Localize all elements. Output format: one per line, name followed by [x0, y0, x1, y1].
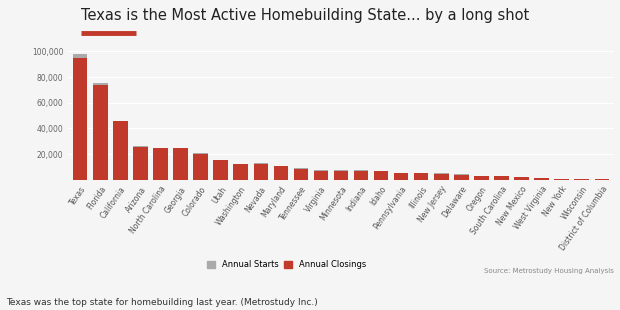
Bar	[434, 173, 448, 180]
Legend: Annual Starts, Annual Closings: Annual Starts, Annual Closings	[203, 257, 370, 273]
Bar	[334, 171, 348, 180]
Bar	[534, 178, 549, 180]
Bar	[234, 164, 248, 180]
Bar	[434, 174, 448, 180]
Bar	[254, 164, 268, 180]
Bar	[414, 173, 428, 180]
Bar	[354, 170, 368, 180]
Bar	[494, 176, 508, 180]
Bar	[334, 170, 348, 180]
Bar	[494, 176, 508, 180]
Bar	[133, 146, 148, 180]
Bar	[193, 153, 208, 180]
Bar	[314, 170, 328, 180]
Bar	[294, 168, 308, 180]
Text: Texas was the top state for homebuilding last year. (Metrostudy Inc.): Texas was the top state for homebuilding…	[6, 298, 318, 307]
Bar	[254, 163, 268, 180]
Bar	[234, 164, 248, 180]
Bar	[174, 148, 188, 180]
Text: Source: Metrostudy Housing Analysis: Source: Metrostudy Housing Analysis	[484, 268, 614, 274]
Bar	[374, 171, 388, 180]
Bar	[554, 179, 569, 180]
Bar	[454, 174, 469, 180]
Bar	[414, 173, 428, 180]
Bar	[595, 179, 609, 180]
Bar	[73, 58, 87, 180]
Bar	[515, 177, 529, 180]
Bar	[213, 161, 228, 180]
Bar	[554, 179, 569, 180]
Bar	[454, 175, 469, 180]
Bar	[93, 83, 107, 180]
Bar	[474, 176, 489, 180]
Bar	[174, 148, 188, 180]
Bar	[73, 54, 87, 180]
Bar	[575, 179, 589, 180]
Text: Texas is the Most Active Homebuilding State... by a long shot: Texas is the Most Active Homebuilding St…	[81, 8, 529, 23]
Bar	[394, 173, 409, 180]
Bar	[193, 154, 208, 180]
Bar	[113, 121, 128, 180]
Bar	[294, 169, 308, 180]
Bar	[374, 171, 388, 180]
Bar	[595, 179, 609, 180]
Bar	[133, 147, 148, 180]
Bar	[213, 160, 228, 180]
Bar	[394, 173, 409, 180]
Bar	[314, 171, 328, 180]
Bar	[354, 171, 368, 180]
Bar	[575, 179, 589, 180]
Bar	[273, 166, 288, 180]
Bar	[153, 148, 167, 180]
Bar	[534, 178, 549, 180]
Bar	[93, 85, 107, 180]
Bar	[515, 178, 529, 180]
Bar	[273, 166, 288, 180]
Bar	[474, 176, 489, 180]
Bar	[153, 148, 167, 180]
